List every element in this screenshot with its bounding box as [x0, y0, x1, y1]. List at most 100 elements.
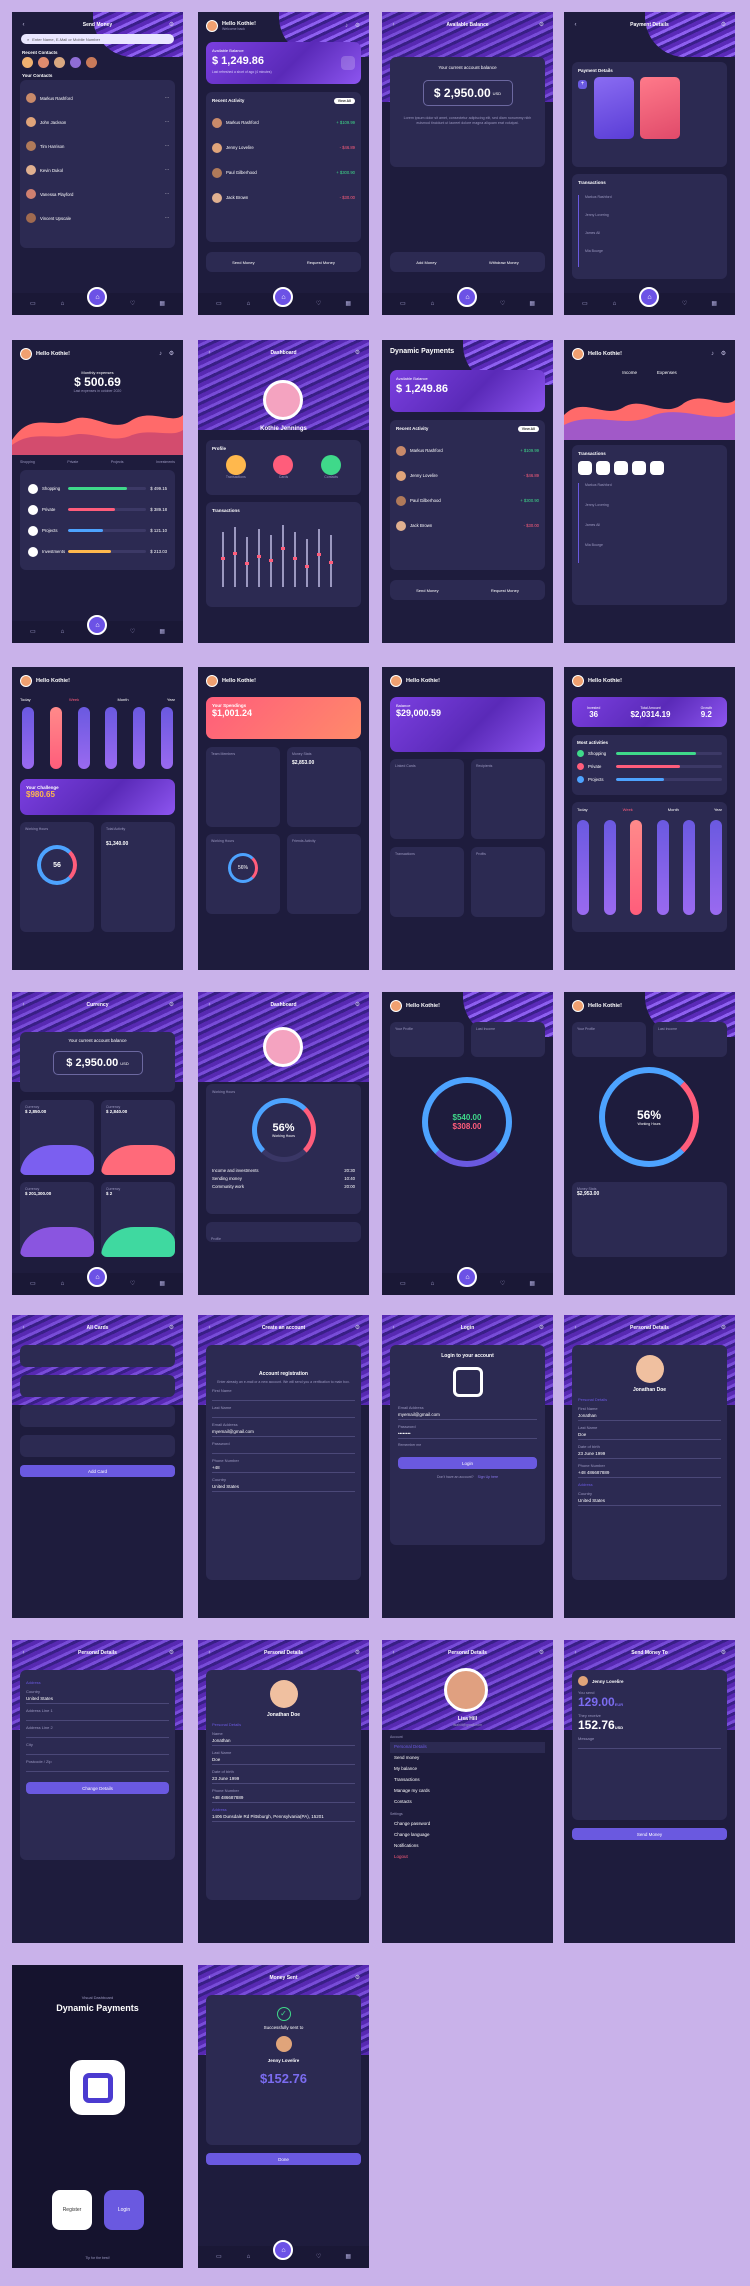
- send-money-button[interactable]: Send Money: [232, 259, 255, 265]
- activity-row[interactable]: Markus Rashford + $109.99: [396, 438, 539, 463]
- wallet-icon[interactable]: ▭: [215, 300, 222, 307]
- activity-row[interactable]: Projects: [577, 773, 722, 786]
- heart-icon[interactable]: ♡: [499, 1280, 506, 1287]
- avatar[interactable]: [70, 57, 81, 68]
- home-button[interactable]: ⌂: [639, 287, 660, 307]
- search-input[interactable]: ⌕ Enter Name, E-Mail or Mobile Number: [21, 34, 174, 44]
- more-icon[interactable]: ⋯: [164, 95, 169, 100]
- profile-avatar[interactable]: [263, 1027, 303, 1067]
- back-icon[interactable]: ‹: [22, 1324, 25, 1331]
- login-button[interactable]: Login: [104, 2190, 144, 2230]
- calendar-icon[interactable]: ▦: [345, 2253, 351, 2260]
- password-field[interactable]: ••••••••: [398, 1429, 537, 1439]
- tab-today[interactable]: Today: [577, 807, 588, 812]
- home-button[interactable]: ⌂: [87, 1267, 108, 1287]
- view-all-button[interactable]: View All: [333, 98, 355, 104]
- avatar[interactable]: [390, 675, 402, 687]
- your-profile-card[interactable]: Your Profile: [572, 1022, 646, 1057]
- category-row[interactable]: Private $ 389.18: [28, 499, 167, 520]
- first-name-field[interactable]: [212, 1393, 355, 1401]
- avatar[interactable]: [38, 57, 49, 68]
- city-field[interactable]: [26, 1747, 169, 1755]
- add-card-icon[interactable]: +: [578, 80, 587, 89]
- transactions-icon[interactable]: [225, 455, 246, 475]
- bell-icon[interactable]: ♪: [711, 351, 714, 357]
- activity-row[interactable]: Private: [577, 760, 722, 773]
- phone-field[interactable]: +48 486687889: [578, 1468, 721, 1478]
- filter-chip[interactable]: [632, 461, 646, 475]
- view-all-button[interactable]: View All: [517, 426, 539, 432]
- back-icon[interactable]: ‹: [392, 1324, 395, 1331]
- card-purple[interactable]: [594, 77, 634, 139]
- settings-icon[interactable]: ⚙: [354, 1649, 361, 1656]
- bank-icon[interactable]: ⌂: [60, 628, 65, 635]
- more-icon[interactable]: ⋯: [164, 215, 169, 220]
- last-name-field[interactable]: Doe: [578, 1430, 721, 1440]
- settings-icon[interactable]: ⚙: [538, 1324, 545, 1331]
- transaction-item[interactable]: Jenny Lovering: [585, 213, 609, 217]
- list-item[interactable]: Vanessa Playford ⋯: [26, 182, 169, 206]
- calendar-icon[interactable]: ▦: [159, 1280, 165, 1287]
- settings-icon[interactable]: ⚙: [168, 1324, 175, 1331]
- send-amount[interactable]: 129.00EUR: [578, 1695, 721, 1709]
- back-icon[interactable]: ‹: [22, 1001, 25, 1008]
- profile-avatar[interactable]: [263, 380, 303, 420]
- card-red[interactable]: [640, 77, 680, 139]
- back-icon[interactable]: ‹: [22, 21, 25, 28]
- avatar[interactable]: [54, 57, 65, 68]
- send-money-button[interactable]: Send Money: [572, 1828, 727, 1840]
- menu-item-manage-cards[interactable]: Manage my cards: [394, 1788, 430, 1793]
- bank-icon[interactable]: ⌂: [246, 2253, 251, 2260]
- tab-year[interactable]: Year: [166, 697, 175, 702]
- refresh-button[interactable]: [341, 56, 355, 70]
- bell-icon[interactable]: ♪: [345, 23, 348, 29]
- avatar[interactable]: [269, 1680, 298, 1708]
- avatar[interactable]: [206, 20, 218, 32]
- activity-row[interactable]: Markus Rashford + $109.99: [212, 110, 355, 135]
- card-item[interactable]: [20, 1405, 175, 1427]
- transaction-item[interactable]: Mia Bourge: [585, 249, 603, 253]
- tab-year[interactable]: Year: [713, 807, 722, 812]
- withdraw-money-button[interactable]: Withdraw Money: [488, 259, 519, 265]
- menu-item-transactions[interactable]: Transactions: [394, 1777, 420, 1782]
- avatar[interactable]: [572, 348, 584, 360]
- filter-chip[interactable]: [650, 461, 664, 475]
- filter-chip[interactable]: [596, 461, 610, 475]
- transaction-item[interactable]: James All: [585, 231, 600, 235]
- bank-icon[interactable]: ⌂: [430, 1280, 435, 1287]
- currency-card[interactable]: Currency $ 2: [101, 1182, 175, 1257]
- contacts-icon[interactable]: [321, 455, 342, 475]
- card-item[interactable]: [20, 1375, 175, 1397]
- settings-icon[interactable]: ⚙: [538, 1649, 545, 1656]
- settings-icon[interactable]: ⚙: [168, 351, 175, 357]
- more-icon[interactable]: ⋯: [164, 119, 169, 124]
- back-icon[interactable]: ‹: [574, 21, 577, 28]
- cards-icon[interactable]: [273, 455, 294, 475]
- settings-icon[interactable]: ⚙: [168, 1001, 175, 1008]
- heart-icon[interactable]: ♡: [129, 628, 136, 635]
- back-icon[interactable]: ‹: [392, 21, 395, 28]
- settings-icon[interactable]: ⚙: [720, 1649, 727, 1656]
- avatar[interactable]: [206, 675, 218, 687]
- email-field[interactable]: myemail@gmail.com: [398, 1410, 537, 1420]
- settings-icon[interactable]: ⚙: [720, 1324, 727, 1331]
- more-icon[interactable]: ⋯: [164, 191, 169, 196]
- calendar-icon[interactable]: ▦: [159, 300, 165, 307]
- tab-month[interactable]: Month: [667, 807, 679, 812]
- card-item[interactable]: [20, 1435, 175, 1457]
- menu-item-change-language[interactable]: Change language: [394, 1832, 430, 1837]
- bell-icon[interactable]: ♪: [159, 351, 162, 357]
- email-field[interactable]: myemail@gmail.com: [212, 1427, 355, 1437]
- bank-icon[interactable]: ⌂: [60, 1280, 65, 1287]
- settings-icon[interactable]: ⚙: [720, 21, 727, 28]
- home-button[interactable]: ⌂: [87, 287, 108, 307]
- list-item[interactable]: Tim Harrison ⋯: [26, 134, 169, 158]
- menu-item-logout[interactable]: Logout: [394, 1854, 408, 1859]
- heart-icon[interactable]: ♡: [681, 300, 688, 307]
- tab-week[interactable]: Week: [622, 807, 633, 812]
- avatar[interactable]: [390, 1000, 402, 1012]
- change-details-button[interactable]: Change Details: [26, 1782, 169, 1794]
- back-icon[interactable]: ‹: [208, 1001, 211, 1008]
- tab-income[interactable]: Income: [622, 370, 637, 375]
- calendar-icon[interactable]: ▦: [159, 628, 165, 635]
